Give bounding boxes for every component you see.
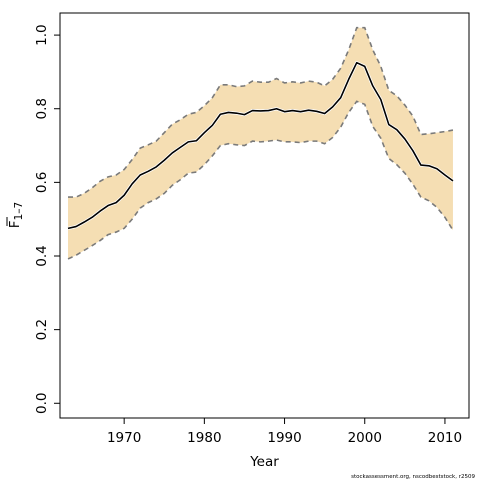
x-axis-label: Year [249,454,279,470]
upper-bound-line [68,26,454,198]
x-tick-label: 1990 [267,430,301,446]
x-tick-label: 1970 [107,430,141,446]
y-tick-label: 1.0 [34,24,50,45]
y-axis-label: F1–7 [7,202,25,228]
lower-bound-line [67,100,454,260]
credit-text: stockassessment.org, nscodbeststock, r25… [351,474,475,480]
x-tick-label: 2010 [428,430,462,446]
confidence-band-area [68,27,453,259]
y-tick-label: 0.0 [34,393,50,414]
confidence-band [68,27,453,259]
y-tick-label: 0.4 [34,245,50,266]
y-tick-label: 0.6 [34,172,50,193]
estimate-line [67,61,454,230]
plot-frame [59,12,470,419]
x-axis: 1970 1980 1990 2000 2010 [107,418,462,446]
x-tick-label: 2000 [348,430,382,446]
x-tick-label: 1980 [187,430,221,446]
y-axis-label-main: F [7,220,23,228]
y-tick-label: 0.8 [34,98,50,119]
y-axis-label-subscript: 1–7 [13,202,25,221]
y-axis-label-group: F1–7 [6,202,25,228]
estimate-line-group [67,61,454,230]
y-axis: 0.0 0.2 0.4 0.6 0.8 1.0 [34,24,60,414]
confidence-bounds [67,26,454,260]
y-tick-label: 0.2 [34,319,50,340]
